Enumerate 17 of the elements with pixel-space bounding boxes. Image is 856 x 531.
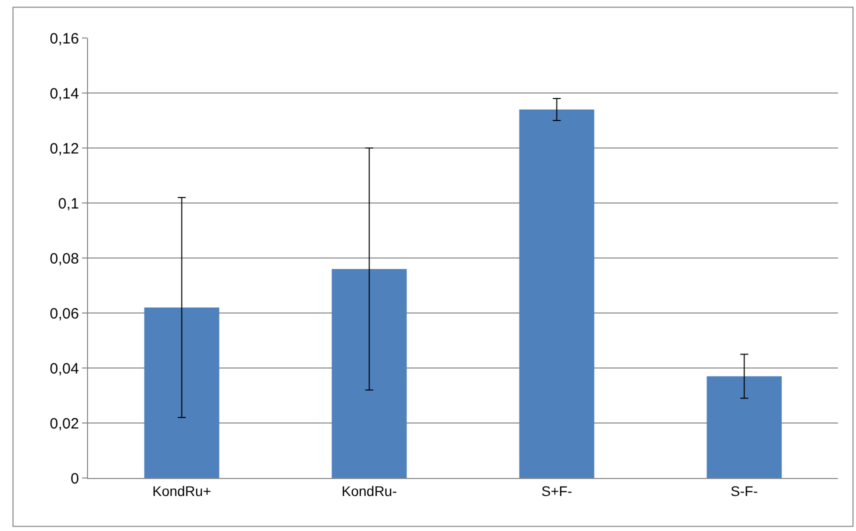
y-tick-label: 0,02 xyxy=(50,415,79,432)
y-tick-label: 0,08 xyxy=(50,250,79,268)
y-tick-label: 0 xyxy=(70,470,79,488)
y-tick-label: 0,14 xyxy=(50,85,79,102)
bar xyxy=(332,269,407,478)
x-tick-label: S+F- xyxy=(541,482,572,499)
y-tick-label: 0,16 xyxy=(50,30,79,48)
y-tick-label: 0,1 xyxy=(58,195,79,212)
x-tick-label: KondRu- xyxy=(342,482,398,499)
x-tick-label: S-F- xyxy=(730,482,758,499)
y-tick-label: 0,12 xyxy=(50,140,79,158)
bar xyxy=(519,110,594,478)
bar xyxy=(144,308,220,478)
y-tick-label: 0,04 xyxy=(50,360,79,378)
x-tick-label: KondRu+ xyxy=(152,482,212,499)
bar xyxy=(706,376,782,478)
y-tick-label: 0,06 xyxy=(50,305,79,322)
